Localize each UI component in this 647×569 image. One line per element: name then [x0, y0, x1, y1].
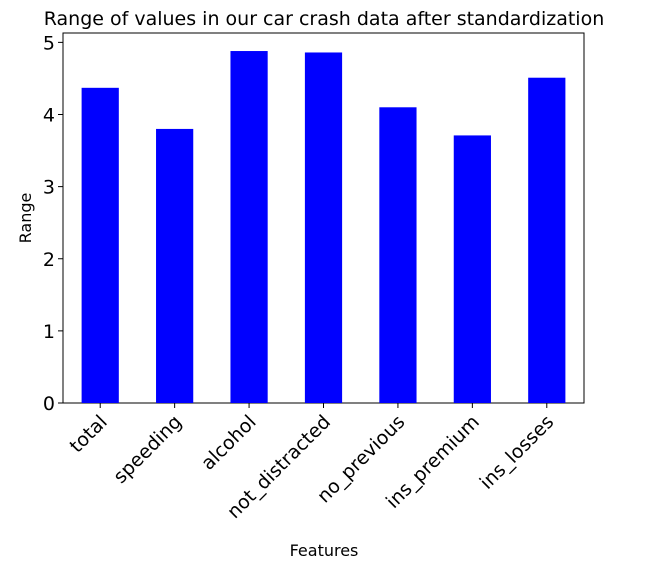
- y-tick-label: 2: [43, 249, 55, 271]
- bar-no-previous: [379, 107, 417, 403]
- bar-alcohol: [230, 51, 268, 403]
- chart-title: Range of values in our car crash data af…: [44, 8, 605, 30]
- y-axis-ticks: 0 1 2 3 4 5: [43, 32, 63, 415]
- bar-speeding: [156, 128, 194, 404]
- y-tick-label: 3: [43, 177, 55, 199]
- x-tick-label: speeding: [109, 411, 186, 488]
- bar-total: [81, 87, 119, 403]
- y-tick-label: 1: [43, 321, 55, 343]
- x-axis-label: Features: [290, 541, 359, 560]
- x-tick-label: alcohol: [197, 411, 261, 475]
- bar-ins-losses: [528, 77, 566, 403]
- bars-group: [81, 51, 566, 404]
- bar-ins-premium: [453, 135, 491, 403]
- x-tick-label: ins_losses: [476, 411, 559, 494]
- y-axis-label: Range: [16, 193, 35, 244]
- bar-not-distracted: [304, 52, 343, 403]
- y-tick-label: 0: [43, 393, 55, 415]
- x-tick-label: total: [65, 411, 111, 457]
- y-tick-label: 5: [43, 32, 55, 54]
- y-tick-label: 4: [43, 105, 55, 127]
